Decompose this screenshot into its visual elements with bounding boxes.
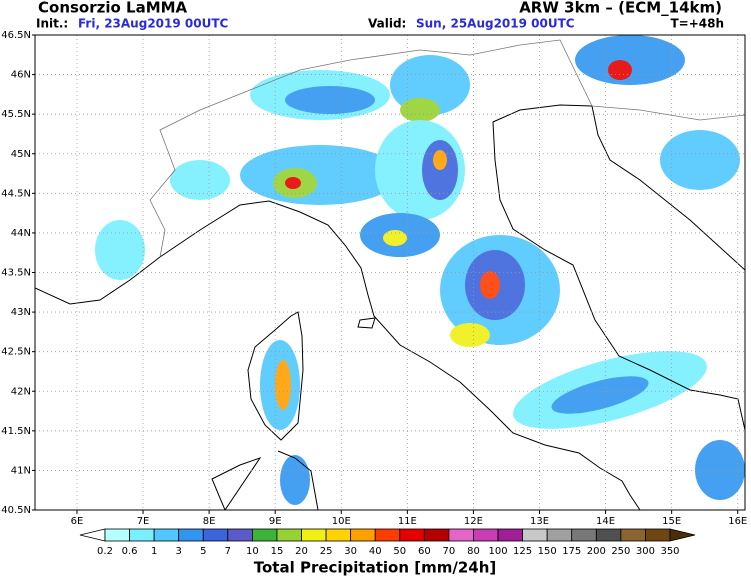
colorbar-box — [546, 528, 573, 542]
lon-tick-label: 12E — [464, 516, 483, 527]
colorbar-label: 20 — [295, 546, 308, 557]
colorbar-low-end — [79, 528, 106, 542]
lon-tick-label: 13E — [530, 516, 549, 527]
lon-tick-label: 8E — [203, 516, 216, 527]
colorbar-label: 50 — [393, 546, 406, 557]
lat-tick-label: 46N — [11, 70, 31, 81]
colorbar-box — [129, 528, 155, 542]
colorbar-label: 30 — [344, 546, 357, 557]
lat-tick-label: 42N — [11, 386, 31, 397]
colorbar-box — [571, 528, 597, 542]
colorbar-label: 1 — [151, 546, 157, 557]
corsica-coastline — [247, 311, 304, 441]
init-label: Init.: — [36, 17, 68, 31]
colorbar-label: 25 — [320, 546, 333, 557]
lat-tick-label: 44.5N — [1, 188, 31, 199]
colorbar-box — [399, 528, 425, 542]
colorbar-box — [251, 528, 278, 542]
colorbar-box — [227, 528, 253, 542]
elba-coastline — [357, 317, 376, 329]
lon-tick-label: 9E — [269, 516, 282, 527]
colorbar-box — [350, 528, 376, 542]
colorbar-label: 60 — [418, 546, 431, 557]
valid-date: Sun, 25Aug2019 00UTC — [416, 17, 575, 31]
lon-tick-label: 10E — [332, 516, 351, 527]
precipitation-field — [95, 35, 745, 505]
init-date: Fri, 23Aug2019 00UTC — [78, 17, 229, 31]
map — [35, 35, 745, 510]
colorbar-box — [374, 528, 401, 542]
lat-tick-label: 40.5N — [1, 505, 31, 516]
colorbar-label: 7 — [225, 546, 231, 557]
colorbar-label: 100 — [488, 546, 507, 557]
lat-tick-label: 45N — [11, 149, 31, 160]
colorbar-box — [202, 528, 229, 542]
colorbar-label: 10 — [246, 546, 259, 557]
colorbar-box — [645, 528, 671, 542]
colorbar-label: 125 — [513, 546, 532, 557]
colorbar-label: 300 — [636, 546, 655, 557]
colorbar-label: 15 — [271, 546, 284, 557]
lat-tick-label: 41.5N — [1, 426, 31, 437]
colorbar-title: Total Precipitation [mm/24h] — [254, 559, 497, 577]
colorbar-box — [153, 528, 180, 542]
colorbar-box — [522, 528, 548, 542]
colorbar-label: 5 — [200, 546, 206, 557]
lon-tick-label: 16E — [728, 516, 747, 527]
sardinia-coastline — [211, 450, 319, 510]
lon-tick-label: 7E — [137, 516, 150, 527]
lon-tick-label: 15E — [662, 516, 681, 527]
colorbar-box — [104, 528, 130, 542]
lead-time: T=+48h — [670, 17, 724, 31]
valid-label: Valid: — [368, 17, 406, 31]
lat-tick-label: 41N — [11, 465, 31, 476]
map-frame — [34, 34, 746, 511]
model: ARW 3km – (ECM_14km) — [519, 0, 722, 17]
colorbar-box — [497, 528, 524, 542]
colorbar-box — [178, 528, 204, 542]
colorbar-box — [620, 528, 646, 542]
lat-tick-label: 46.5N — [1, 30, 31, 41]
colorbar-box — [448, 528, 474, 542]
colorbar-box — [423, 528, 450, 542]
lon-tick-label: 11E — [398, 516, 417, 527]
colorbar-box — [473, 528, 499, 542]
lon-tick-label: 14E — [596, 516, 615, 527]
title: Consorzio LaMMA — [38, 0, 188, 17]
colorbar-high-end — [669, 528, 696, 542]
lat-tick-label: 42.5N — [1, 347, 31, 358]
colorbar-label: 150 — [538, 546, 557, 557]
lon-tick-label: 6E — [71, 516, 84, 527]
colorbar-label: 70 — [443, 546, 456, 557]
lat-tick-label: 43N — [11, 307, 31, 318]
lat-tick-label: 43.5N — [1, 268, 31, 279]
colorbar-label: 80 — [467, 546, 480, 557]
colorbar-box — [301, 528, 327, 542]
colorbar-label: 200 — [587, 546, 606, 557]
colorbar-label: 0.2 — [97, 546, 113, 557]
colorbar-label: 40 — [369, 546, 382, 557]
colorbar-label: 0.6 — [122, 546, 138, 557]
colorbar-box — [595, 528, 622, 542]
colorbar-label: 250 — [611, 546, 630, 557]
colorbar-box — [325, 528, 352, 542]
colorbar-label: 350 — [660, 546, 679, 557]
colorbar-box — [276, 528, 302, 542]
colorbar-label: 175 — [562, 546, 581, 557]
lat-tick-label: 45.5N — [1, 109, 31, 120]
colorbar-label: 3 — [176, 546, 182, 557]
lat-tick-label: 44N — [11, 228, 31, 239]
